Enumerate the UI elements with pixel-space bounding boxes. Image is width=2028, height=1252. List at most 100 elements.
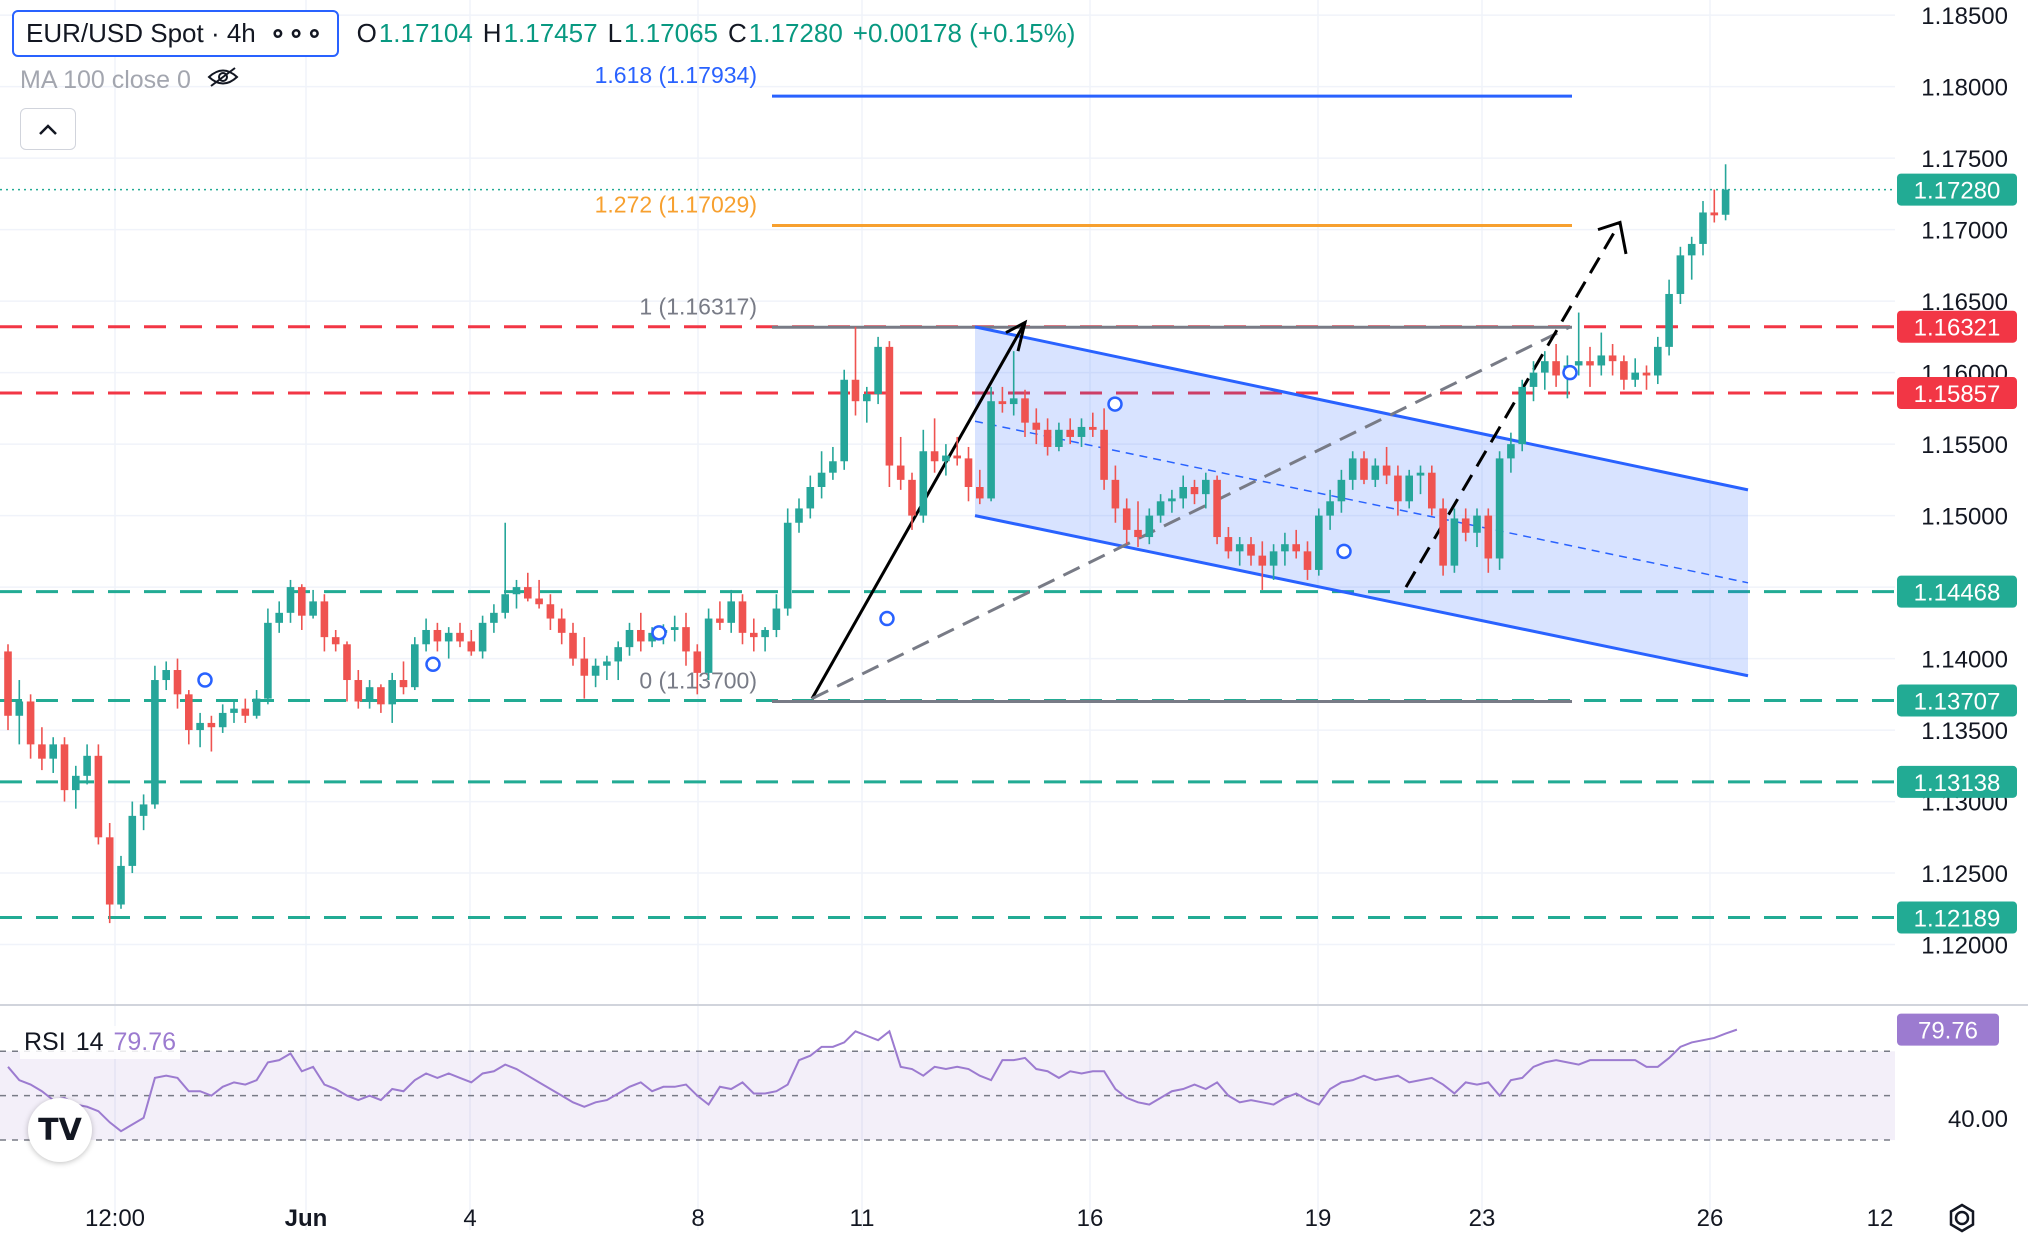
candle [1043, 418, 1052, 456]
candle-body [1710, 212, 1719, 216]
candle-body [275, 612, 283, 623]
time-tick-label: 11 [850, 1205, 875, 1232]
candle [117, 855, 125, 909]
settings-gear-icon[interactable] [1946, 1202, 1978, 1242]
candle-body [151, 680, 159, 805]
candle [1145, 508, 1154, 545]
ohlc-low: L1.17065 [607, 18, 719, 48]
candle-body [1303, 551, 1312, 570]
candle [1089, 412, 1097, 437]
candle [670, 615, 679, 642]
price-tick-label: 1.15500 [1921, 432, 2008, 459]
candle-body [704, 618, 713, 673]
support-level-badge [1897, 901, 2017, 934]
candle [964, 446, 973, 502]
collapse-legend-button[interactable] [20, 108, 76, 150]
candle [444, 627, 453, 659]
candle-body [1574, 361, 1583, 366]
candle-body [1631, 372, 1639, 380]
candle-body [1247, 544, 1255, 556]
candle-body [1721, 189, 1730, 215]
candle-body [614, 647, 622, 662]
eye-hidden-icon[interactable] [207, 66, 239, 95]
candle [1382, 446, 1391, 485]
candle-body [388, 680, 396, 705]
candle [919, 429, 928, 523]
candle [501, 522, 509, 619]
candle-body [1495, 458, 1504, 559]
candle [1721, 164, 1730, 221]
candle [1620, 355, 1628, 390]
ma-indicator-legend[interactable]: MA 100 close 0 [20, 66, 239, 95]
candle [1360, 451, 1368, 485]
candle [1315, 508, 1323, 576]
more-icon[interactable]: ∘∘∘ [269, 18, 325, 48]
candle [1179, 475, 1187, 509]
candle [1507, 432, 1515, 473]
candle [411, 637, 419, 691]
time-tick-label: 8 [691, 1205, 704, 1232]
tradingview-logo[interactable]: TV [28, 1098, 92, 1162]
candle [49, 737, 57, 773]
candle-body [1348, 458, 1357, 480]
candle [1100, 408, 1108, 490]
candle [1348, 451, 1357, 490]
rsi-line [7, 1028, 1738, 1133]
candle-body [885, 346, 894, 466]
candle-body [309, 601, 317, 616]
candle [365, 680, 374, 709]
candle [591, 658, 600, 688]
candle [128, 801, 137, 874]
price-tick-label: 1.17000 [1921, 218, 2008, 245]
impulse-arrow [810, 321, 1027, 700]
candle-body [557, 618, 566, 633]
candle [139, 794, 148, 831]
symbol-selector[interactable]: EUR/USD Spot · 4h ∘∘∘ [12, 10, 339, 57]
candle-body [207, 722, 216, 728]
candle-body [863, 394, 871, 402]
candle-body [1100, 429, 1108, 480]
candle [1642, 365, 1651, 390]
candle-body [998, 401, 1007, 405]
candle [72, 765, 80, 809]
candle-body [162, 670, 170, 681]
candle [196, 712, 204, 748]
candle [388, 672, 396, 723]
candle-body [399, 680, 408, 688]
candle [908, 472, 916, 530]
event-marker [197, 672, 213, 688]
time-tick-label: 4 [463, 1205, 476, 1232]
ma-label: MA 100 close 0 [20, 66, 191, 94]
candle-body [501, 594, 509, 613]
event-marker [1107, 396, 1123, 412]
candle [817, 451, 826, 499]
candle [399, 661, 408, 695]
candle-body [1597, 355, 1606, 366]
candle-body [1156, 501, 1165, 516]
candle [1303, 541, 1312, 580]
time-tick-label: 16 [1077, 1205, 1104, 1232]
candle [557, 608, 566, 645]
candle-body [840, 379, 848, 462]
candle-body [49, 744, 57, 759]
candle [478, 615, 487, 659]
candle [1156, 494, 1165, 523]
event-marker [879, 610, 895, 627]
support-level-label: 1.12189 [1914, 906, 2001, 933]
candle [1518, 379, 1526, 452]
candle-body [1439, 508, 1447, 566]
symbol-label: EUR/USD Spot · 4h [26, 18, 256, 48]
price-tick-label: 1.14000 [1921, 647, 2008, 674]
candle [524, 572, 532, 602]
candle-body [896, 465, 905, 480]
candle-body [117, 865, 125, 905]
price-tick-label: 1.15000 [1921, 504, 2008, 531]
rsi-legend[interactable]: RSI 14 79.76 [20, 1026, 181, 1059]
candle-body [38, 744, 46, 759]
candle [1235, 537, 1244, 566]
fib-label: 1.272 (1.17029) [595, 191, 757, 217]
candle-body [320, 601, 329, 638]
event-marker [1562, 364, 1578, 381]
